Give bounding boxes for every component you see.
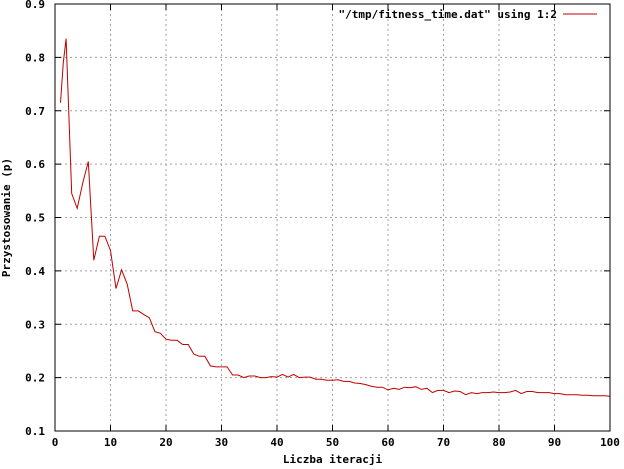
axis-tick-labels: 0 10 20 30 40 50 60 70 80 90 100 0.1 0.2 0.3 0.4 0.5 0.6… bbox=[25, 0, 620, 449]
y-tick-label: 0.3 bbox=[25, 318, 45, 331]
x-tick-label: 20 bbox=[159, 436, 172, 449]
x-tick-label: 100 bbox=[600, 436, 620, 449]
legend: "/tmp/fitness_time.dat" using 1:2 bbox=[338, 8, 597, 21]
x-tick-label: 90 bbox=[548, 436, 561, 449]
y-tick-label: 0.9 bbox=[25, 0, 45, 11]
x-tick-label: 50 bbox=[326, 436, 339, 449]
y-axis-title: Przystosowanie (p) bbox=[0, 158, 13, 277]
y-tick-label: 0.7 bbox=[25, 105, 45, 118]
x-tick-label: 30 bbox=[215, 436, 228, 449]
y-tick-label: 0.8 bbox=[25, 51, 45, 64]
x-axis-title: Liczba iteracji bbox=[283, 453, 383, 466]
x-tick-label: 0 bbox=[52, 436, 59, 449]
legend-entry-label: "/tmp/fitness_time.dat" using 1:2 bbox=[338, 8, 557, 21]
x-tick-label: 60 bbox=[381, 436, 394, 449]
y-tick-label: 0.2 bbox=[25, 372, 45, 385]
grid-lines bbox=[55, 4, 610, 431]
y-tick-label: 0.1 bbox=[25, 425, 45, 438]
x-tick-label: 10 bbox=[104, 436, 117, 449]
y-tick-label: 0.6 bbox=[25, 158, 45, 171]
x-tick-label: 70 bbox=[437, 436, 450, 449]
x-tick-label: 40 bbox=[270, 436, 283, 449]
y-tick-label: 0.5 bbox=[25, 212, 45, 225]
series-line-fitness bbox=[60, 38, 611, 397]
plot-frame bbox=[54, 3, 611, 432]
x-tick-label: 80 bbox=[492, 436, 505, 449]
y-tick-label: 0.4 bbox=[25, 265, 45, 278]
